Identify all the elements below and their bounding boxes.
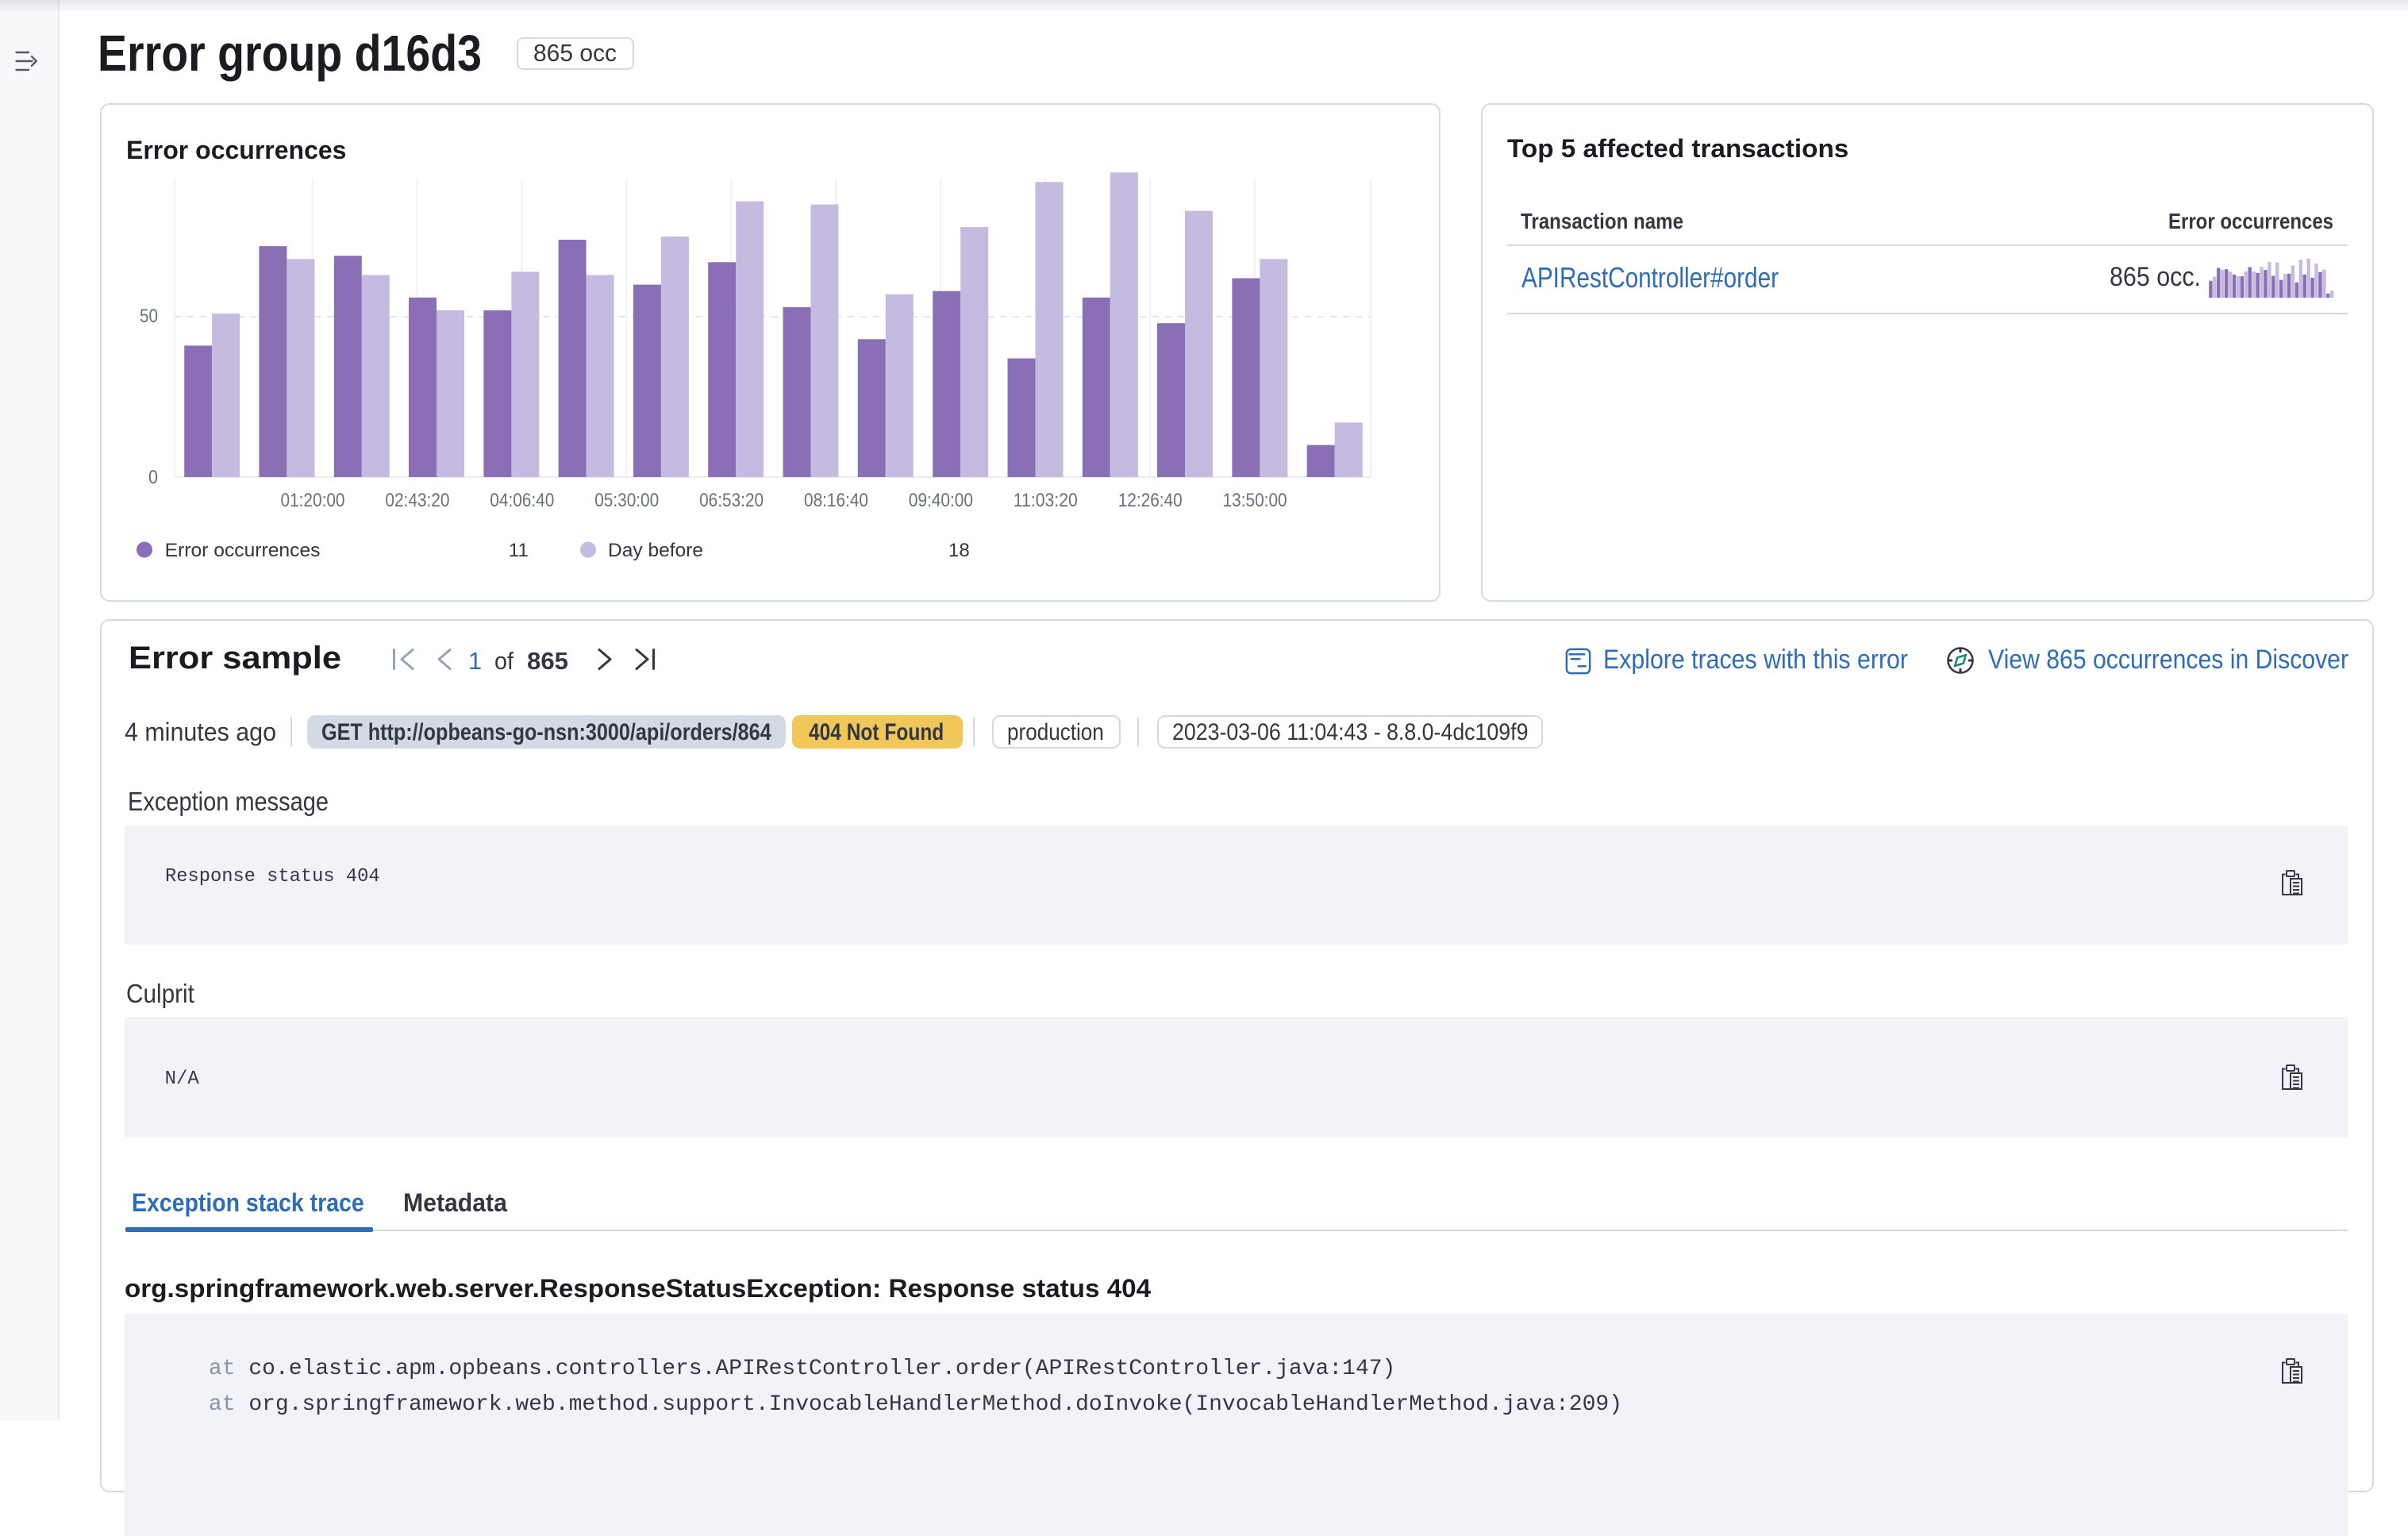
svg-text:18: 18	[948, 540, 970, 561]
svg-text:02:43:20: 02:43:20	[385, 490, 449, 511]
svg-text:05:30:00: 05:30:00	[594, 490, 659, 511]
svg-text:06:53:20: 06:53:20	[699, 490, 764, 511]
svg-text:50: 50	[140, 306, 158, 327]
svg-text:0: 0	[148, 467, 158, 488]
svg-text:11:03:20: 11:03:20	[1014, 490, 1078, 511]
svg-text:13:50:00: 13:50:00	[1223, 490, 1287, 511]
svg-text:11: 11	[509, 540, 529, 561]
svg-text:09:40:00: 09:40:00	[909, 490, 973, 511]
svg-text:Day before: Day before	[608, 540, 703, 561]
svg-text:08:16:40: 08:16:40	[804, 490, 868, 511]
svg-text:12:26:40: 12:26:40	[1118, 490, 1183, 511]
svg-text:01:20:00: 01:20:00	[281, 490, 345, 511]
svg-text:Error occurrences: Error occurrences	[165, 540, 321, 561]
svg-text:04:06:40: 04:06:40	[490, 490, 554, 511]
